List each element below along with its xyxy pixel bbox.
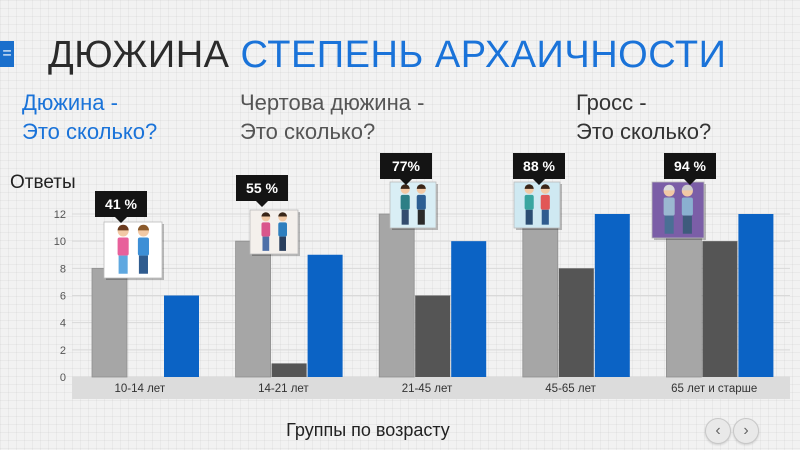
x-axis-label: Группы по возрасту [286,420,450,440]
question-gross-line1: Гросс - [576,90,647,115]
person-body [117,237,129,256]
person-legs [664,215,674,234]
y-tick-label: 0 [60,372,66,384]
teen-couple-icon [249,209,300,256]
person-legs [118,255,128,274]
person-hair [540,184,550,189]
bar [271,363,307,377]
x-tick-label: 65 лет и старше [671,383,757,395]
kids-couple-icon [103,221,164,280]
person-body [524,194,534,210]
person-body [663,197,675,216]
icon-frame [389,181,437,229]
y-tick-label: 8 [60,263,66,275]
adult-couple-icon [389,181,438,230]
bar [522,213,559,378]
x-axis-band [72,377,790,399]
prev-slide-button[interactable]: ‹ [705,418,731,444]
percent-label: 41 % [105,196,137,212]
bar [91,267,128,378]
bar [702,241,738,377]
percent-label: 77% [392,158,421,174]
percent-callout [95,191,147,223]
question-bakers-dozen: Чертова дюжина - Это сколько? [240,88,424,146]
person-hair [416,184,426,189]
person-body [400,194,410,210]
bar [451,241,487,377]
x-tick-label: 10-14 лет [114,383,165,395]
person-hair [117,224,129,231]
icon-frame [513,181,561,229]
person-legs [138,255,148,274]
y-tick-label: 12 [54,209,66,221]
person-body [278,222,287,237]
person-body [681,197,693,216]
person-legs [262,236,270,251]
person-hair [524,184,534,189]
person-legs [279,236,286,251]
bar [594,214,630,377]
bar [307,254,343,377]
person-legs [417,209,425,225]
person-hair [663,184,675,191]
person-legs [401,209,409,225]
page-title: ДЮЖИНА СТЕПЕНЬ АРХАИЧНОСТИ [48,32,726,78]
menu-badge[interactable]: = [0,41,14,67]
question-bakers-dozen-line2: Это сколько? [240,119,376,144]
percent-callout [664,153,716,185]
person-hair [681,184,693,191]
icon-frame [249,209,299,255]
question-bakers-dozen-line1: Чертова дюжина - [240,90,425,115]
person-hair [278,212,287,217]
bar [235,240,272,378]
next-slide-button[interactable]: › [733,418,759,444]
y-tick-label: 10 [54,236,66,248]
x-tick-label: 14-21 лет [258,383,309,395]
bar [378,213,415,378]
percent-callout [380,153,432,185]
person-body [540,194,550,210]
person-hair [137,224,149,231]
person-hair [261,212,271,217]
elderly-couple-icon [651,181,706,240]
percent-label: 94 % [674,158,706,174]
y-tick-label: 4 [60,318,66,330]
person-legs [682,215,692,234]
y-axis-label: Ответы [10,172,76,193]
percent-callout [513,153,565,185]
person-body [261,222,271,237]
percent-label: 55 % [246,180,278,196]
bar [666,213,702,378]
bar [738,214,774,377]
question-gross-line2: Это сколько? [576,119,712,144]
percent-label: 88 % [523,158,555,174]
bar [558,268,594,377]
question-gross: Гросс - Это сколько? [576,88,711,146]
bar [415,295,451,377]
person-body [137,237,149,256]
question-dozen-line1: Дюжина - [22,90,118,115]
percent-callout [236,175,288,207]
icon-frame [651,181,705,239]
icon-frame [103,221,163,279]
middle-aged-couple-icon [513,181,562,230]
question-dozen: Дюжина - Это сколько? [22,88,157,146]
x-tick-label: 45-65 лет [545,383,596,395]
person-body [416,194,426,210]
y-tick-label: 6 [60,291,66,303]
person-legs [541,209,549,225]
y-tick-label: 2 [60,345,66,357]
title-part-1: ДЮЖИНА [48,34,230,76]
person-legs [525,209,533,225]
x-tick-label: 21-45 лет [402,383,453,395]
title-part-2: СТЕПЕНЬ АРХАИЧНОСТИ [240,34,727,76]
person-hair [400,184,410,189]
bar [164,295,199,377]
question-dozen-line2: Это сколько? [22,119,158,144]
